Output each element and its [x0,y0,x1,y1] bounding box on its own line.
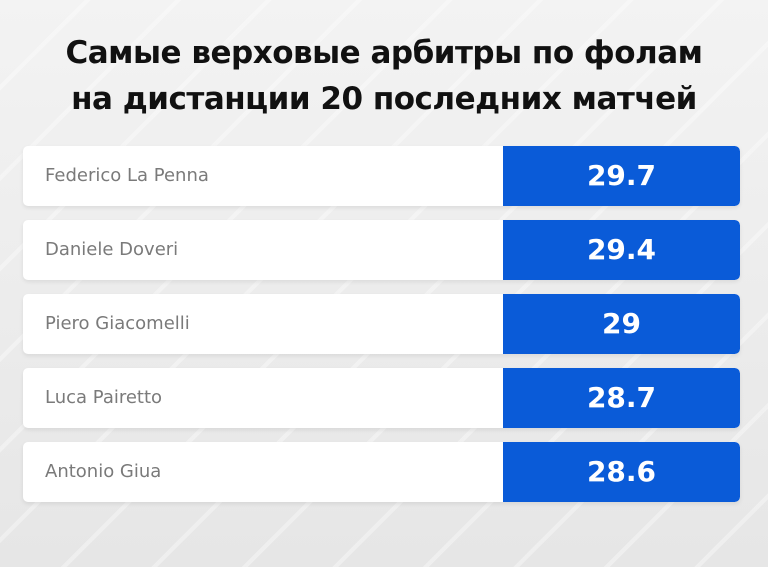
chart-title: Самые верховые арбитры по фолам на диста… [0,30,768,122]
referee-name: Antonio Giua [45,461,162,482]
chart-title-line-1: Самые верховые арбитры по фолам [65,35,703,71]
table-row: Luca Pairetto 28.7 [23,368,740,428]
table-row: Piero Giacomelli 29 [23,294,740,354]
table-row: Daniele Doveri 29.4 [23,220,740,280]
fouls-value: 29.7 [503,146,740,206]
referee-name: Piero Giacomelli [45,313,190,334]
fouls-value: 28.7 [503,368,740,428]
table-row: Federico La Penna 29.7 [23,146,740,206]
referee-name: Luca Pairetto [45,387,163,408]
table-row: Antonio Giua 28.6 [23,442,740,502]
fouls-value: 29 [503,294,740,354]
fouls-value: 29.4 [503,220,740,280]
referee-table: Federico La Penna 29.7 Daniele Doveri 29… [23,146,740,516]
chart-title-line-2: на дистанции 20 последних матчей [71,81,697,117]
fouls-value: 28.6 [503,442,740,502]
referee-name: Federico La Penna [45,165,209,186]
referee-name: Daniele Doveri [45,239,179,260]
